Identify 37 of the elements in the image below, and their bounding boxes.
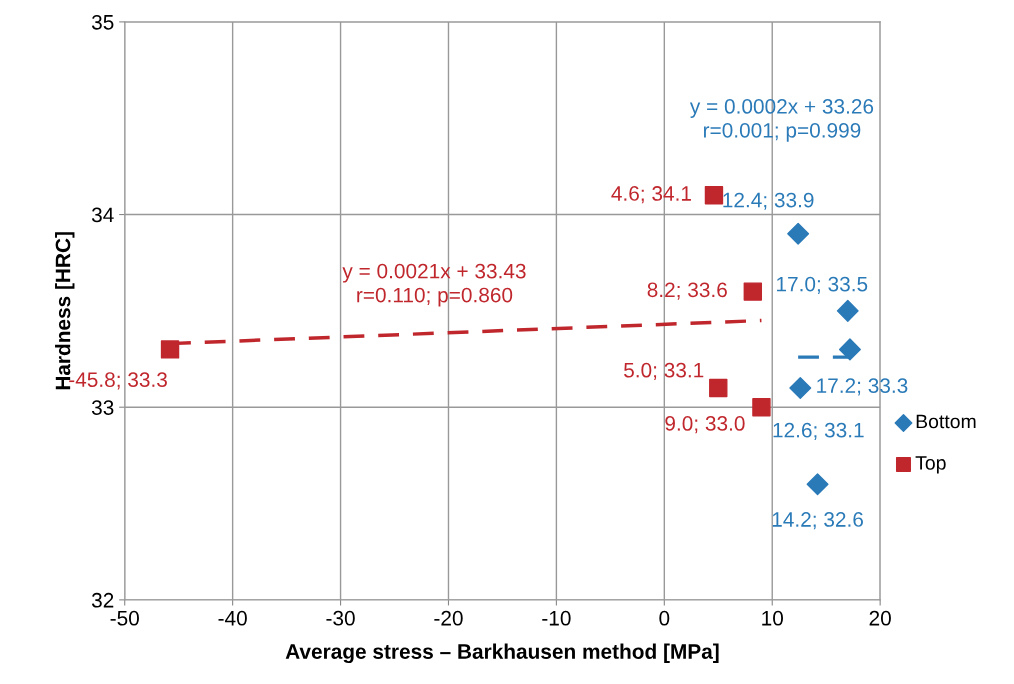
y-tick-label: 33 bbox=[91, 400, 114, 415]
x-tick-label: 10 bbox=[762, 610, 784, 626]
x-axis-title: Average stress – Barkhausen method [MPa] bbox=[285, 643, 719, 664]
point bbox=[704, 186, 724, 205]
data-label: 9.0; 33.0 bbox=[665, 416, 745, 434]
annotation: y = 0.0021x + 33.43 r=0.110; p=0.860 bbox=[342, 263, 526, 307]
y-tick-label: 32 bbox=[91, 592, 114, 608]
point bbox=[806, 473, 829, 496]
data-label: 5.0; 33.1 bbox=[624, 362, 704, 380]
x-tick-label: -30 bbox=[326, 610, 355, 626]
x-tick-label: -40 bbox=[218, 610, 247, 626]
point bbox=[743, 282, 763, 301]
x-tick-label: 20 bbox=[869, 610, 891, 626]
y-tick-label: 35 bbox=[91, 14, 114, 30]
legend-label: Bottom bbox=[916, 414, 976, 429]
data-label: 8.2; 33.6 bbox=[647, 282, 727, 300]
y-tick-label: 34 bbox=[91, 207, 114, 223]
x-tick-label: -10 bbox=[542, 610, 571, 626]
point bbox=[838, 338, 861, 361]
legend-label: Top bbox=[915, 456, 946, 474]
data-label: 12.6; 33.1 bbox=[773, 422, 864, 440]
data-label: 14.2; 32.6 bbox=[772, 512, 863, 530]
annotation: y = 0.0002x + 33.26 r=0.001; p=0.999 bbox=[689, 99, 874, 142]
x-tick-label: 0 bbox=[659, 610, 670, 626]
data-label: 17.2; 33.3 bbox=[817, 378, 908, 396]
point bbox=[836, 299, 859, 322]
point bbox=[752, 398, 771, 417]
x-tick-label: -20 bbox=[434, 610, 463, 626]
point bbox=[709, 378, 728, 398]
point bbox=[789, 376, 812, 399]
x-tick-label: -50 bbox=[110, 610, 139, 626]
data-label: 4.6; 34.1 bbox=[611, 186, 691, 204]
point bbox=[787, 222, 810, 245]
data-label: 17.0; 33.5 bbox=[777, 276, 868, 294]
data-label: -45.8; 33.3 bbox=[69, 372, 167, 390]
point bbox=[160, 340, 180, 359]
data-label: 12.4; 33.9 bbox=[723, 192, 814, 210]
